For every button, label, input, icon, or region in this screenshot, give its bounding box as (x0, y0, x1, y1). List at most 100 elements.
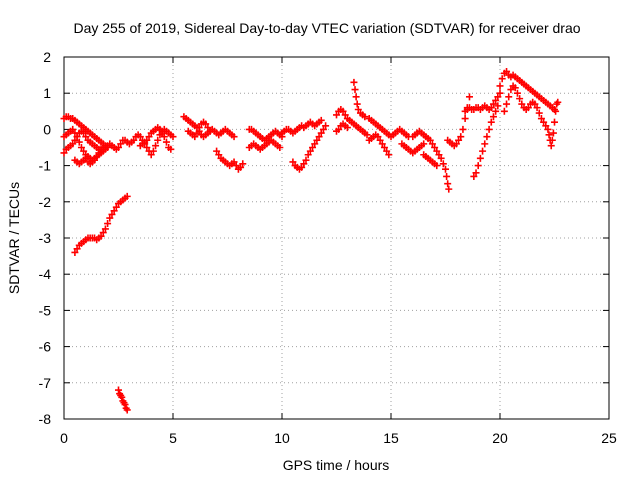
x-tick-label: 0 (60, 430, 68, 446)
data-point (104, 220, 112, 228)
data-point (108, 210, 116, 218)
data-point (206, 127, 214, 135)
data-point (147, 151, 155, 159)
data-point (428, 140, 436, 148)
data-point (542, 122, 550, 130)
data-point (535, 109, 543, 117)
data-point (152, 142, 160, 150)
data-point (230, 133, 238, 141)
data-point (353, 100, 361, 108)
data-point (547, 142, 555, 150)
data-point (97, 232, 105, 240)
data-point (106, 214, 114, 222)
data-point (374, 133, 382, 141)
data-point (537, 115, 545, 123)
y-tick-label: -8 (39, 411, 52, 427)
data-point (383, 147, 391, 155)
data-point (156, 125, 164, 133)
data-point (494, 93, 502, 101)
data-point (426, 136, 434, 144)
data-point (472, 169, 480, 177)
data-point (289, 158, 297, 166)
data-point (167, 145, 175, 153)
data-point (437, 154, 445, 162)
data-point (195, 124, 203, 132)
x-tick-label: 20 (492, 430, 508, 446)
data-point (476, 154, 484, 162)
data-point (376, 136, 384, 144)
data-point (82, 154, 90, 162)
data-point (71, 136, 79, 144)
data-point (93, 153, 101, 161)
data-point (110, 207, 118, 215)
data-point (487, 118, 495, 126)
data-point (352, 93, 360, 101)
data-point (115, 386, 122, 394)
y-tick-label: -7 (39, 375, 52, 391)
x-tick-label: 15 (383, 430, 399, 446)
y-tick-label: 1 (43, 85, 51, 101)
data-point (317, 116, 325, 124)
data-point (459, 125, 467, 133)
data-point (123, 192, 131, 200)
data-point (149, 147, 157, 155)
data-point (474, 162, 482, 170)
data-point (513, 89, 521, 97)
data-point (549, 129, 557, 137)
data-point (169, 133, 177, 141)
data-point (351, 86, 359, 94)
chart-title: Day 255 of 2019, Sidereal Day-to-day VTE… (73, 20, 580, 36)
data-point (554, 98, 562, 106)
data-point (498, 75, 506, 83)
data-point (461, 115, 469, 123)
data-point (518, 100, 526, 108)
data-point (503, 100, 511, 108)
data-point (500, 107, 508, 115)
data-point (215, 151, 223, 159)
data-point (444, 180, 452, 188)
y-tick-label: -3 (39, 230, 52, 246)
data-point (91, 156, 99, 164)
data-point (443, 172, 451, 180)
data-point (204, 124, 212, 132)
data-point (95, 149, 103, 157)
data-point (315, 133, 323, 141)
data-point (457, 133, 465, 141)
x-axis-label: GPS time / hours (283, 457, 390, 473)
data-point (516, 95, 524, 103)
data-point (99, 144, 107, 151)
x-tick-labels: 0 5 10 15 20 25 (60, 430, 617, 446)
data-point (112, 203, 120, 211)
data-point (485, 125, 493, 133)
data-point (82, 133, 90, 141)
y-tick-label: -2 (39, 194, 52, 210)
data-point (311, 140, 319, 148)
data-point (507, 86, 515, 94)
data-point (118, 393, 126, 401)
data-point (361, 113, 369, 121)
data-point (531, 100, 539, 108)
data-point (439, 160, 447, 168)
data-point (363, 131, 371, 139)
data-point (99, 229, 107, 237)
data-point (73, 245, 81, 253)
data-point (544, 125, 552, 133)
data-point (354, 105, 362, 113)
data-point (160, 133, 168, 141)
data-point (73, 133, 81, 141)
grid-lines (64, 57, 609, 419)
data-point (101, 225, 109, 233)
y-tick-label: 2 (43, 49, 51, 65)
data-point (304, 151, 312, 159)
data-point (483, 133, 491, 141)
data-point (232, 162, 240, 170)
data-point (322, 122, 330, 130)
data-point (136, 133, 144, 141)
data-point (433, 162, 441, 170)
data-point (69, 125, 77, 133)
data-point (350, 78, 358, 86)
data-point (117, 140, 125, 148)
data-point (213, 147, 221, 155)
